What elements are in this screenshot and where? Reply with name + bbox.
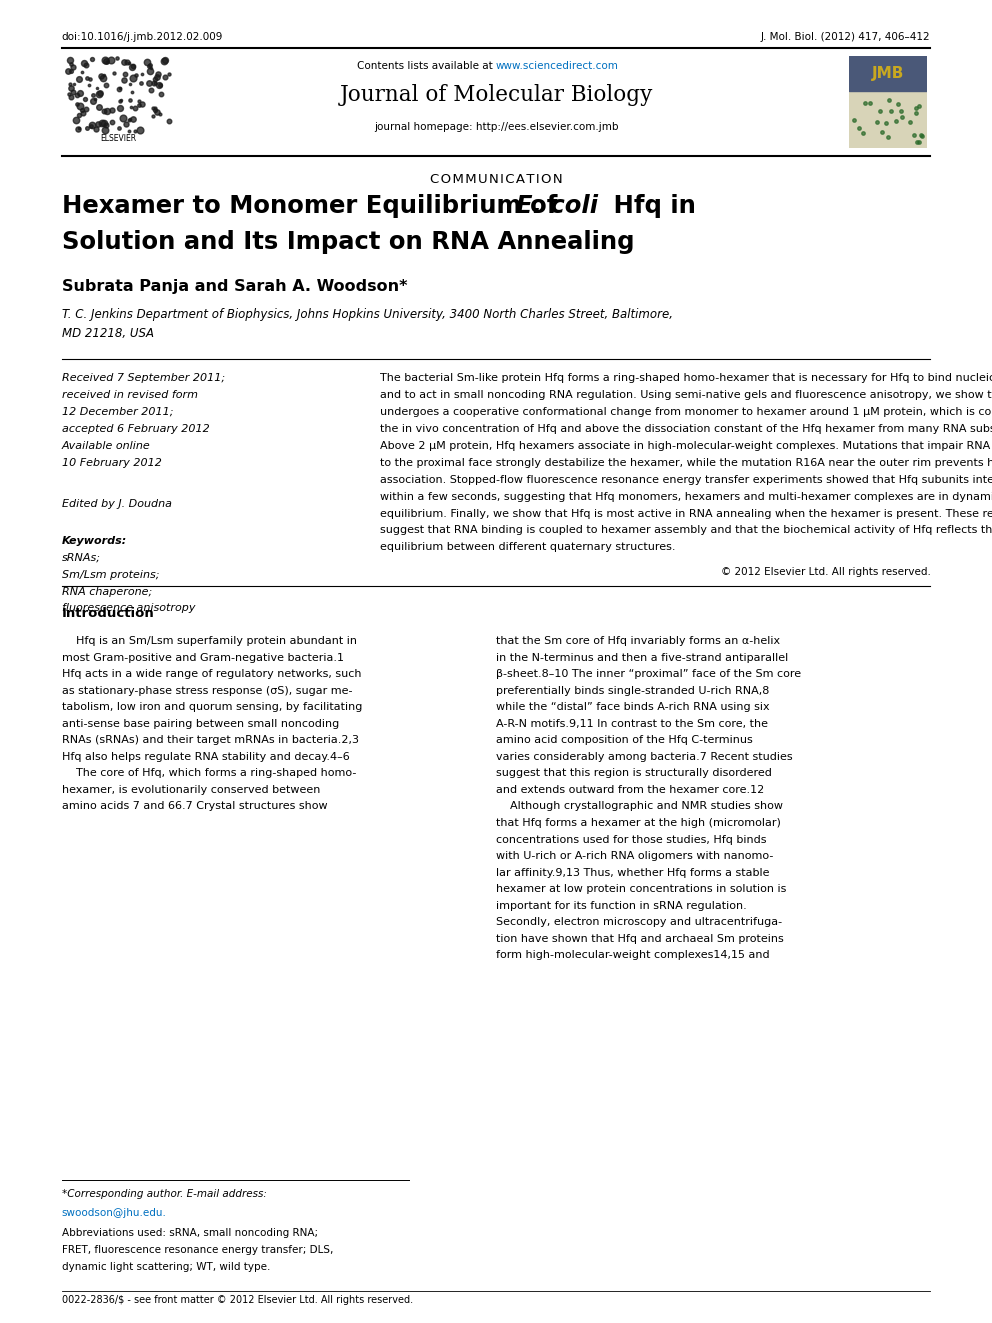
Text: received in revised form: received in revised form [62, 390, 197, 400]
Text: Although crystallographic and NMR studies show: Although crystallographic and NMR studie… [496, 802, 783, 811]
Text: varies considerably among bacteria.7 Recent studies: varies considerably among bacteria.7 Rec… [496, 751, 793, 762]
Text: Hfq also helps regulate RNA stability and decay.4–6: Hfq also helps regulate RNA stability an… [62, 751, 349, 762]
Text: in the N-terminus and then a five-strand antiparallel: in the N-terminus and then a five-strand… [496, 652, 789, 663]
Text: hexamer at low protein concentrations in solution is: hexamer at low protein concentrations in… [496, 884, 787, 894]
Text: Edited by J. Doudna: Edited by J. Doudna [62, 499, 172, 508]
Text: fluorescence anisotropy: fluorescence anisotropy [62, 603, 195, 614]
Text: ELSEVIER: ELSEVIER [100, 134, 137, 143]
Text: suggest that RNA binding is coupled to hexamer assembly and that the biochemical: suggest that RNA binding is coupled to h… [380, 525, 992, 536]
Text: T. C. Jenkins Department of Biophysics, Johns Hopkins University, 3400 North Cha: T. C. Jenkins Department of Biophysics, … [62, 308, 673, 321]
Text: dynamic light scattering; WT, wild type.: dynamic light scattering; WT, wild type. [62, 1262, 270, 1273]
Text: tion have shown that Hfq and archaeal Sm proteins: tion have shown that Hfq and archaeal Sm… [496, 934, 784, 943]
Text: journal homepage: http://ees.elsevier.com.jmb: journal homepage: http://ees.elsevier.co… [374, 122, 618, 132]
Text: MD 21218, USA: MD 21218, USA [62, 327, 154, 340]
Text: Received 7 September 2011;: Received 7 September 2011; [62, 373, 224, 384]
Text: FRET, fluorescence resonance energy transfer; DLS,: FRET, fluorescence resonance energy tran… [62, 1245, 333, 1256]
Text: C O M M U N I C A T I O N: C O M M U N I C A T I O N [430, 173, 562, 187]
Text: important for its function in sRNA regulation.: important for its function in sRNA regul… [496, 901, 747, 910]
Text: Introduction: Introduction [62, 607, 154, 620]
Text: J. Mol. Biol. (2012) 417, 406–412: J. Mol. Biol. (2012) 417, 406–412 [761, 32, 930, 42]
Text: *Corresponding author. E-mail address:: *Corresponding author. E-mail address: [62, 1189, 267, 1200]
Text: Solution and Its Impact on RNA Annealing: Solution and Its Impact on RNA Annealing [62, 230, 634, 254]
Text: amino acid composition of the Hfq C-terminus: amino acid composition of the Hfq C-term… [496, 736, 753, 745]
Text: as stationary-phase stress response (σS), sugar me-: as stationary-phase stress response (σS)… [62, 685, 352, 696]
Text: with U-rich or A-rich RNA oligomers with nanomo-: with U-rich or A-rich RNA oligomers with… [496, 851, 774, 861]
Text: concentrations used for those studies, Hfq binds: concentrations used for those studies, H… [496, 835, 767, 844]
Text: Secondly, electron microscopy and ultracentrifuga-: Secondly, electron microscopy and ultrac… [496, 917, 782, 927]
Text: Hexamer to Monomer Equilibrium of: Hexamer to Monomer Equilibrium of [62, 194, 565, 218]
Text: Available online: Available online [62, 441, 150, 451]
Text: A-R-N motifs.9,11 In contrast to the Sm core, the: A-R-N motifs.9,11 In contrast to the Sm … [496, 718, 768, 729]
Text: Hfq is an Sm/Lsm superfamily protein abundant in: Hfq is an Sm/Lsm superfamily protein abu… [62, 636, 356, 646]
Text: Sm/Lsm proteins;: Sm/Lsm proteins; [62, 570, 159, 579]
Text: doi:10.1016/j.jmb.2012.02.009: doi:10.1016/j.jmb.2012.02.009 [62, 32, 223, 42]
Text: RNAs (sRNAs) and their target mRNAs in bacteria.2,3: RNAs (sRNAs) and their target mRNAs in b… [62, 736, 358, 745]
Text: that the Sm core of Hfq invariably forms an α-helix: that the Sm core of Hfq invariably forms… [496, 636, 780, 646]
Text: and to act in small noncoding RNA regulation. Using semi-native gels and fluores: and to act in small noncoding RNA regula… [380, 390, 992, 400]
Text: most Gram-positive and Gram-negative bacteria.1: most Gram-positive and Gram-negative bac… [62, 652, 343, 663]
Text: the in vivo concentration of Hfq and above the dissociation constant of the Hfq : the in vivo concentration of Hfq and abo… [380, 423, 992, 434]
Text: 0022-2836/$ - see front matter © 2012 Elsevier Ltd. All rights reserved.: 0022-2836/$ - see front matter © 2012 El… [62, 1295, 413, 1306]
Text: Abbreviations used: sRNA, small noncoding RNA;: Abbreviations used: sRNA, small noncodin… [62, 1228, 317, 1238]
Text: Journal of Molecular Biology: Journal of Molecular Biology [339, 85, 653, 106]
Text: to the proximal face strongly destabilize the hexamer, while the mutation R16A n: to the proximal face strongly destabiliz… [380, 458, 992, 468]
Text: amino acids 7 and 66.7 Crystal structures show: amino acids 7 and 66.7 Crystal structure… [62, 802, 327, 811]
Text: equilibrium between different quaternary structures.: equilibrium between different quaternary… [380, 542, 676, 553]
Text: © 2012 Elsevier Ltd. All rights reserved.: © 2012 Elsevier Ltd. All rights reserved… [720, 568, 930, 577]
Bar [849, 56, 927, 91]
Text: JMB: JMB [872, 66, 904, 81]
Text: Keywords:: Keywords: [62, 536, 127, 546]
Text: 10 February 2012: 10 February 2012 [62, 458, 162, 468]
Text: lar affinity.9,13 Thus, whether Hfq forms a stable: lar affinity.9,13 Thus, whether Hfq form… [496, 868, 770, 877]
Text: within a few seconds, suggesting that Hfq monomers, hexamers and multi-hexamer c: within a few seconds, suggesting that Hf… [380, 492, 992, 501]
Text: Subrata Panja and Sarah A. Woodson*: Subrata Panja and Sarah A. Woodson* [62, 279, 407, 294]
Text: that Hfq forms a hexamer at the high (micromolar): that Hfq forms a hexamer at the high (mi… [496, 818, 781, 828]
Text: sRNAs;: sRNAs; [62, 553, 100, 562]
Text: swoodson@jhu.edu.: swoodson@jhu.edu. [62, 1208, 167, 1218]
Text: hexamer, is evolutionarily conserved between: hexamer, is evolutionarily conserved bet… [62, 785, 319, 795]
Text: www.sciencedirect.com: www.sciencedirect.com [496, 61, 619, 71]
Text: Hfq acts in a wide range of regulatory networks, such: Hfq acts in a wide range of regulatory n… [62, 669, 361, 679]
Text: form high-molecular-weight complexes14,15 and: form high-molecular-weight complexes14,1… [496, 950, 770, 960]
Text: β-sheet.8–10 The inner “proximal” face of the Sm core: β-sheet.8–10 The inner “proximal” face o… [496, 669, 802, 679]
Text: association. Stopped-flow fluorescence resonance energy transfer experiments sho: association. Stopped-flow fluorescence r… [380, 475, 992, 484]
Text: The bacterial Sm-like protein Hfq forms a ring-shaped homo-hexamer that is neces: The bacterial Sm-like protein Hfq forms … [380, 373, 992, 384]
Text: and extends outward from the hexamer core.12: and extends outward from the hexamer cor… [496, 785, 764, 795]
Text: Hfq in: Hfq in [605, 194, 695, 218]
Text: 12 December 2011;: 12 December 2011; [62, 407, 173, 417]
Text: while the “distal” face binds A-rich RNA using six: while the “distal” face binds A-rich RNA… [496, 703, 770, 712]
Text: equilibrium. Finally, we show that Hfq is most active in RNA annealing when the : equilibrium. Finally, we show that Hfq i… [380, 508, 992, 519]
Text: tabolism, low iron and quorum sensing, by facilitating: tabolism, low iron and quorum sensing, b… [62, 703, 362, 712]
Text: anti-sense base pairing between small noncoding: anti-sense base pairing between small no… [62, 718, 338, 729]
Text: undergoes a cooperative conformational change from monomer to hexamer around 1 μ: undergoes a cooperative conformational c… [380, 407, 992, 417]
Text: RNA chaperone;: RNA chaperone; [62, 586, 152, 597]
Text: Contents lists available at: Contents lists available at [357, 61, 496, 71]
Text: preferentially binds single-stranded U-rich RNA,8: preferentially binds single-stranded U-r… [496, 685, 770, 696]
Text: The core of Hfq, which forms a ring-shaped homo-: The core of Hfq, which forms a ring-shap… [62, 769, 356, 778]
Text: Above 2 μM protein, Hfq hexamers associate in high-molecular-weight complexes. M: Above 2 μM protein, Hfq hexamers associa… [380, 441, 992, 451]
Text: suggest that this region is structurally disordered: suggest that this region is structurally… [496, 769, 772, 778]
Text: E. coli: E. coli [516, 194, 598, 218]
Text: accepted 6 February 2012: accepted 6 February 2012 [62, 423, 209, 434]
